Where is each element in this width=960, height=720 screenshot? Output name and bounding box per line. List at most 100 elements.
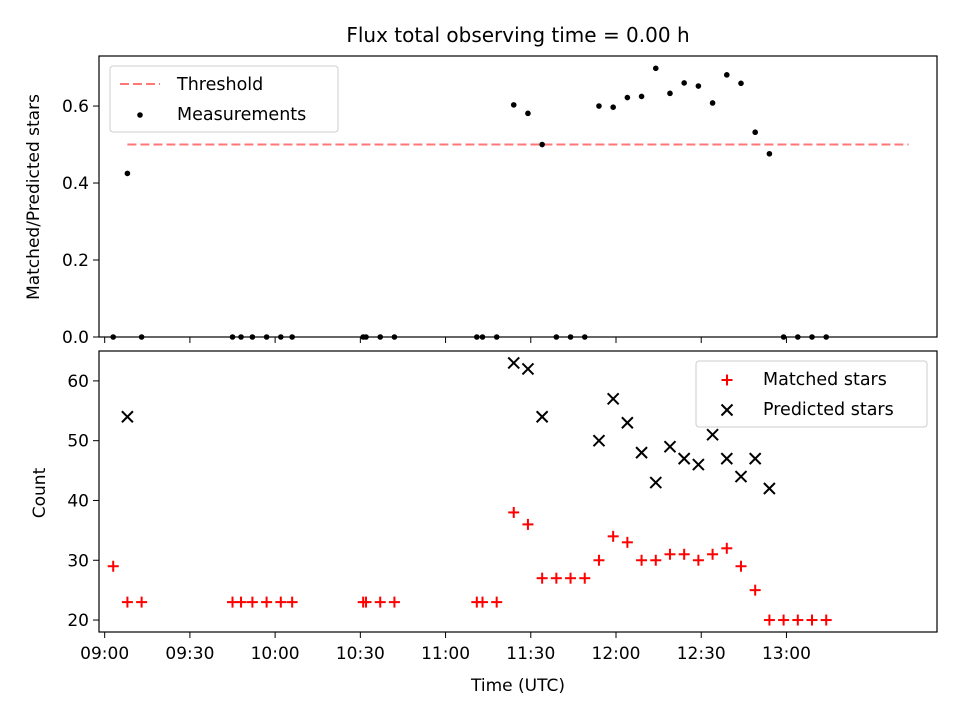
legend-predicted-label: Predicted stars	[763, 400, 894, 420]
matched-star-point	[806, 614, 818, 626]
matched-star-point	[735, 560, 747, 572]
matched-star-point	[650, 554, 662, 566]
matched-star-point	[621, 536, 633, 548]
matched-star-point	[476, 596, 488, 608]
measurement-point	[766, 150, 773, 157]
predicted-star-point	[521, 362, 535, 376]
count-x-axis-label: Time (UTC)	[470, 676, 565, 696]
ratio-legend: Threshold Measurements	[109, 65, 339, 133]
ratio-legend-box	[109, 65, 339, 133]
measurement-point	[652, 65, 659, 72]
count-x-tick-label: 11:30	[506, 644, 555, 664]
count-panel: 20 30 40 50 60 09:00 09:30 10:00 10:30 11:00 11:30…	[67, 350, 938, 664]
predicted-star-point	[535, 410, 549, 423]
measurement-point	[525, 110, 531, 117]
count-legend-box	[695, 360, 928, 428]
measurement-point	[638, 93, 645, 100]
predicted-star-point	[748, 452, 762, 465]
predicted-star-point	[692, 458, 705, 471]
count-y-tick-label: 60	[67, 372, 89, 392]
count-axes-frame	[98, 350, 938, 633]
matched-star-point	[246, 596, 258, 608]
measurement-point	[624, 94, 631, 101]
matched-star-point	[579, 572, 591, 584]
measurement-point	[553, 334, 560, 340]
measurement-point	[596, 103, 602, 109]
predicted-star-point	[763, 482, 776, 495]
matched-star-point	[522, 518, 534, 530]
predicted-star-point	[663, 440, 677, 453]
measurement-point	[110, 334, 117, 340]
matched-star-point	[121, 596, 133, 608]
matched-star-point	[550, 572, 562, 584]
measurement-point	[289, 334, 295, 340]
legend-matched-label: Matched stars	[763, 370, 887, 390]
ratio-y-tick-label: 0.0	[62, 328, 89, 348]
predicted-star-point	[734, 470, 748, 483]
predicted-star-point	[635, 446, 648, 459]
predicted-star-point	[720, 452, 733, 465]
measurement-point	[795, 334, 801, 340]
measurement-point	[124, 170, 131, 177]
matched-star-point	[491, 596, 503, 608]
measurement-point	[263, 334, 270, 340]
ratio-y-tick-label: 0.6	[62, 97, 89, 117]
matched-star-point	[593, 554, 605, 566]
measurement-point	[738, 80, 744, 87]
predicted-star-point	[121, 410, 134, 423]
measurement-point	[138, 334, 145, 340]
matched-star-point	[360, 596, 372, 608]
count-x-tick-label: 11:00	[421, 644, 470, 664]
matched-star-point	[275, 596, 287, 608]
count-y-tick-label: 40	[67, 491, 89, 511]
predicted-star-point	[677, 452, 691, 465]
measurement-point	[539, 141, 545, 148]
measurement-point	[363, 334, 369, 340]
matched-star-point	[536, 572, 548, 584]
predicted-star-point	[592, 434, 606, 447]
matched-star-point	[388, 596, 400, 608]
matched-star-point	[235, 596, 247, 608]
matched-star-point	[792, 614, 804, 626]
measurement-point	[474, 334, 480, 340]
matched-star-point	[678, 548, 690, 560]
matched-star-point	[136, 596, 148, 608]
predicted-star-point	[621, 416, 634, 429]
measurement-point	[479, 334, 486, 340]
measurement-point	[823, 334, 830, 340]
matched-star-point	[820, 614, 832, 626]
measurement-point	[493, 334, 500, 340]
matched-star-point	[374, 596, 386, 608]
matched-star-point	[778, 614, 790, 626]
count-x-tick-label: 12:30	[677, 644, 726, 664]
matched-star-point	[261, 596, 273, 608]
count-y-tick-label: 50	[67, 432, 89, 452]
ratio-axes-frame	[98, 55, 938, 338]
measurement-point	[752, 129, 758, 136]
ratio-y-tick-label: 0.4	[62, 174, 89, 194]
measurement-point	[377, 334, 384, 340]
measurement-point	[391, 334, 398, 340]
predicted-star-point	[606, 392, 620, 406]
measurement-point	[249, 334, 256, 340]
matched-star-point	[107, 560, 119, 572]
legend-threshold-label: Threshold	[176, 75, 263, 95]
measurement-point	[780, 334, 787, 340]
measurement-point	[229, 334, 236, 340]
matched-star-point	[664, 548, 676, 560]
ratio-y-axis-label: Matched/Predicted stars	[24, 94, 44, 300]
count-x-tick-label: 10:30	[336, 644, 385, 664]
matched-star-point	[286, 596, 298, 608]
matched-star-point	[763, 614, 775, 626]
matched-star-point	[692, 554, 704, 566]
predicted-star-point	[507, 356, 520, 370]
measurement-point	[809, 334, 815, 340]
predicted-star-point	[706, 428, 719, 441]
ratio-y-tick-label: 0.2	[62, 251, 89, 271]
measurement-point	[510, 102, 517, 108]
measurement-point	[278, 334, 284, 340]
legend-measurement-label: Measurements	[177, 105, 306, 125]
count-x-tick-label: 10:00	[251, 644, 300, 664]
legend-predicted-swatch	[720, 403, 734, 417]
